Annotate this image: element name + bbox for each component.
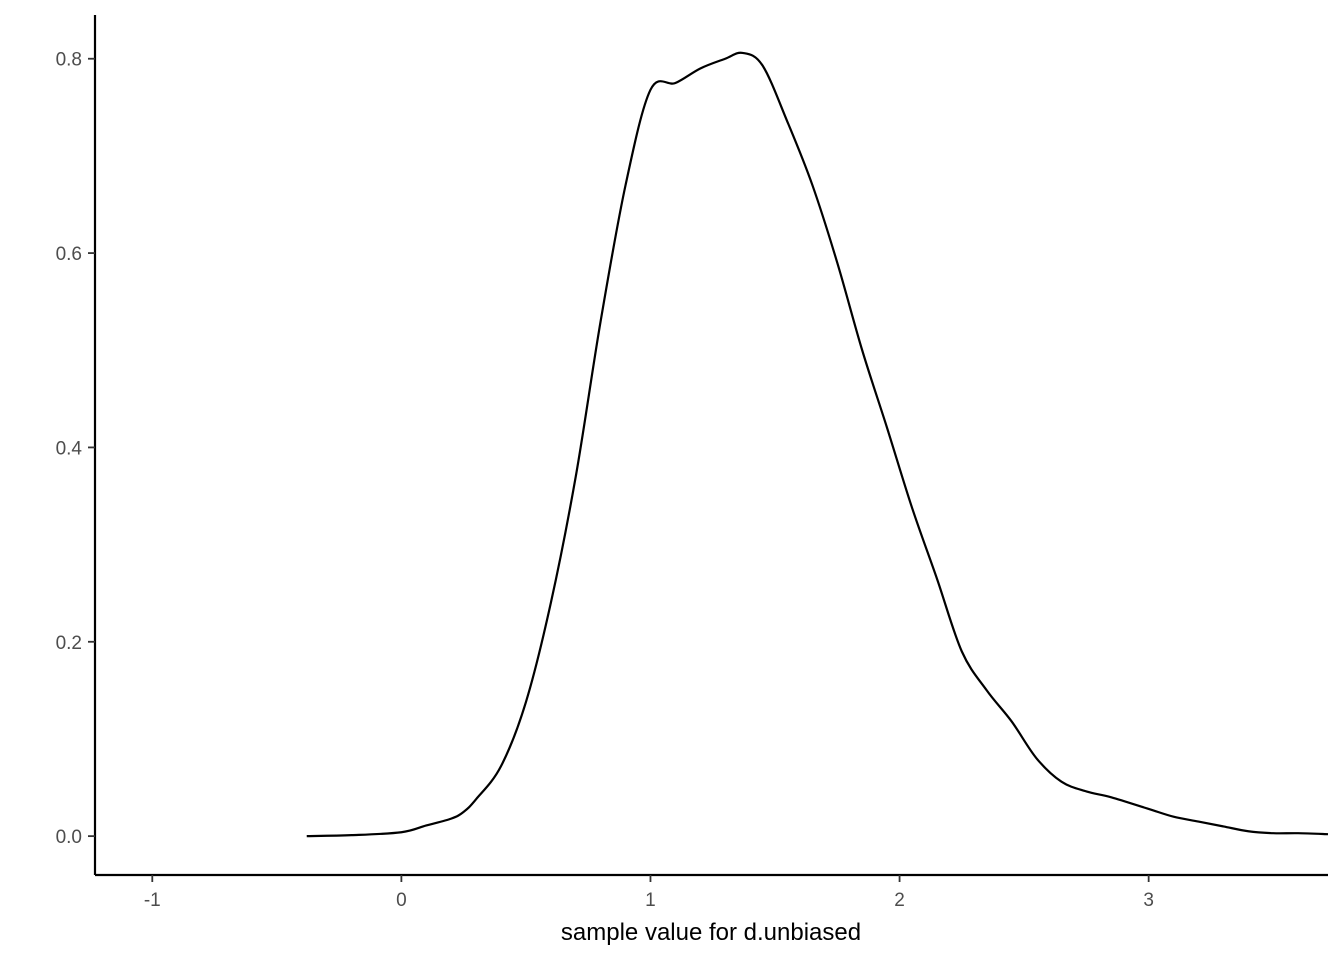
plot-area xyxy=(306,51,1329,838)
x-axis-title: sample value for d.unbiased xyxy=(561,919,861,946)
x-tick-label-2: 1 xyxy=(645,890,656,911)
y-tick-label-3: 0.6 xyxy=(56,244,82,265)
x-tick-label-1: 0 xyxy=(396,890,407,911)
x-tick-label-0: -1 xyxy=(144,890,161,911)
y-tick-label-2: 0.4 xyxy=(56,438,83,459)
y-tick-label-0: 0.0 xyxy=(56,827,82,848)
x-axis: -1 0 1 2 3 xyxy=(95,873,1328,911)
y-tick-label-4: 0.8 xyxy=(56,50,82,71)
y-axis: 0.0 0.2 0.4 0.6 0.8 xyxy=(56,15,97,875)
y-tick-label-1: 0.2 xyxy=(56,633,82,654)
x-tick-label-4: 3 xyxy=(1143,890,1154,911)
x-tick-label-3: 2 xyxy=(894,890,905,911)
density-line-0 xyxy=(306,51,1329,838)
